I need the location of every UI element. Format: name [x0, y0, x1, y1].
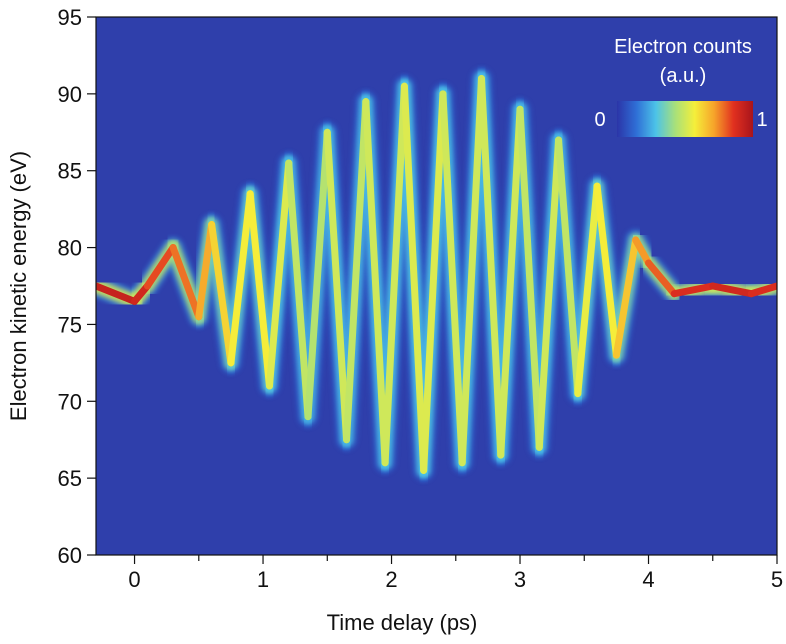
- x-axis-label: Time delay (ps): [327, 610, 478, 635]
- y-tick-label: 85: [58, 159, 82, 184]
- colorbar-min-label: 0: [594, 109, 605, 131]
- plot-frame: [95, 16, 778, 556]
- colorbar: Electron counts (a.u.) 0 1: [594, 36, 768, 137]
- heat-segment: [143, 244, 177, 290]
- x-tick-label: 1: [257, 567, 269, 592]
- heat-segment: [593, 182, 620, 359]
- x-tick-label: 4: [642, 567, 654, 592]
- y-tick-label: 60: [58, 543, 82, 568]
- heat-segment: [632, 236, 653, 267]
- x-axis: 0 1 2 3 4 5: [128, 555, 783, 592]
- y-tick-label: 70: [58, 389, 82, 414]
- heat-segment: [343, 98, 370, 444]
- heat-segment: [169, 244, 203, 321]
- heatmap-trace: [96, 67, 777, 482]
- heat-segment: [400, 82, 428, 474]
- heat-segment: [477, 74, 505, 459]
- heat-segment: [497, 105, 524, 459]
- heat-segment: [227, 190, 254, 367]
- heat-segment: [516, 105, 543, 451]
- heat-segment: [458, 74, 485, 467]
- heat-segment: [285, 159, 312, 421]
- heat-segment: [574, 182, 601, 398]
- x-tick-label: 3: [514, 567, 526, 592]
- heat-segment: [612, 236, 640, 359]
- y-tick-label: 90: [58, 82, 82, 107]
- heat-segment: [96, 282, 139, 305]
- heat-segment: [265, 159, 293, 390]
- x-tick-label: 5: [771, 567, 783, 592]
- heat-segment: [645, 259, 678, 298]
- colorbar-title-line1: Electron counts: [614, 36, 752, 58]
- heat-segment: [439, 90, 466, 467]
- x-tick-label: 0: [128, 567, 140, 592]
- heat-segment: [195, 221, 216, 321]
- heat-segment: [709, 282, 755, 298]
- y-tick-label: 65: [58, 466, 82, 491]
- heat-segment: [246, 190, 273, 390]
- heat-segment: [670, 282, 717, 298]
- y-tick-label: 80: [58, 236, 82, 261]
- x-tick-label: 2: [385, 567, 397, 592]
- heat-segment: [535, 136, 563, 451]
- colorbar-title-line2: (a.u.): [660, 65, 707, 87]
- y-axis: 60 65 70 75 80 85 90 95: [58, 5, 96, 568]
- heat-segment: [555, 136, 582, 398]
- heat-segment: [747, 282, 777, 298]
- heat-segment: [323, 128, 351, 444]
- y-tick-label: 95: [58, 5, 82, 30]
- y-axis-label: Electron kinetic energy (eV): [6, 151, 31, 421]
- heat-segment: [420, 90, 447, 474]
- heat-segment: [362, 98, 389, 467]
- heat-segment: [304, 128, 331, 421]
- colorbar-gradient: [617, 101, 753, 137]
- colorbar-max-label: 1: [756, 109, 767, 131]
- heat-segment: [208, 221, 235, 367]
- heat-segment: [381, 82, 408, 467]
- y-tick-label: 75: [58, 312, 82, 337]
